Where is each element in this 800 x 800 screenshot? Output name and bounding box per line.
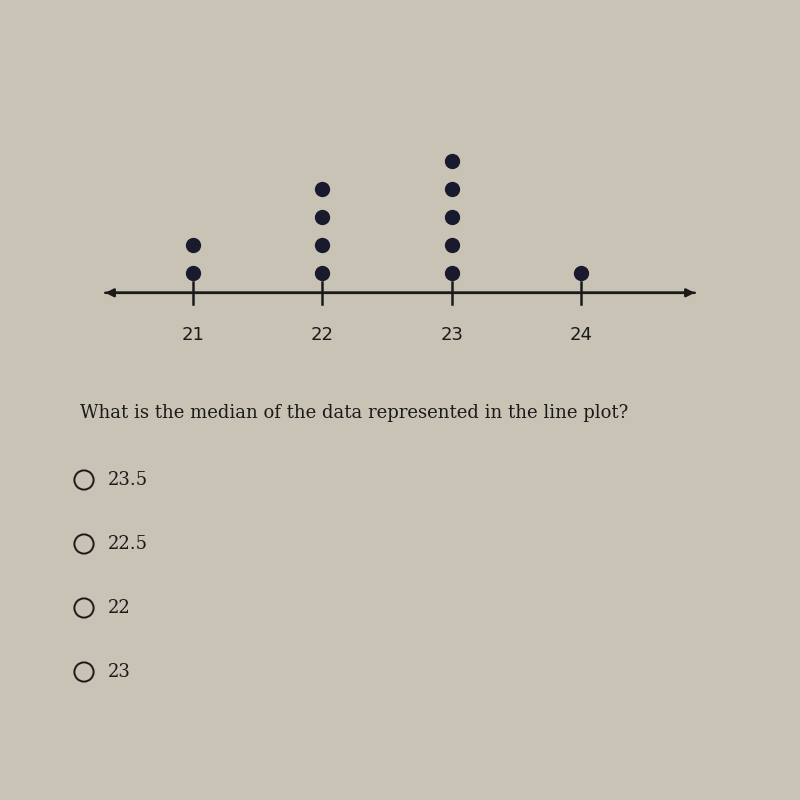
Text: 22: 22 <box>311 326 334 344</box>
Text: 23: 23 <box>108 663 131 681</box>
Text: 21: 21 <box>182 326 205 344</box>
Text: What is the median of the data represented in the line plot?: What is the median of the data represent… <box>80 404 628 422</box>
Text: 23.5: 23.5 <box>108 471 148 489</box>
Text: 23: 23 <box>440 326 463 344</box>
Text: 22.5: 22.5 <box>108 535 148 553</box>
Text: 24: 24 <box>570 326 593 344</box>
Text: 22: 22 <box>108 599 130 617</box>
